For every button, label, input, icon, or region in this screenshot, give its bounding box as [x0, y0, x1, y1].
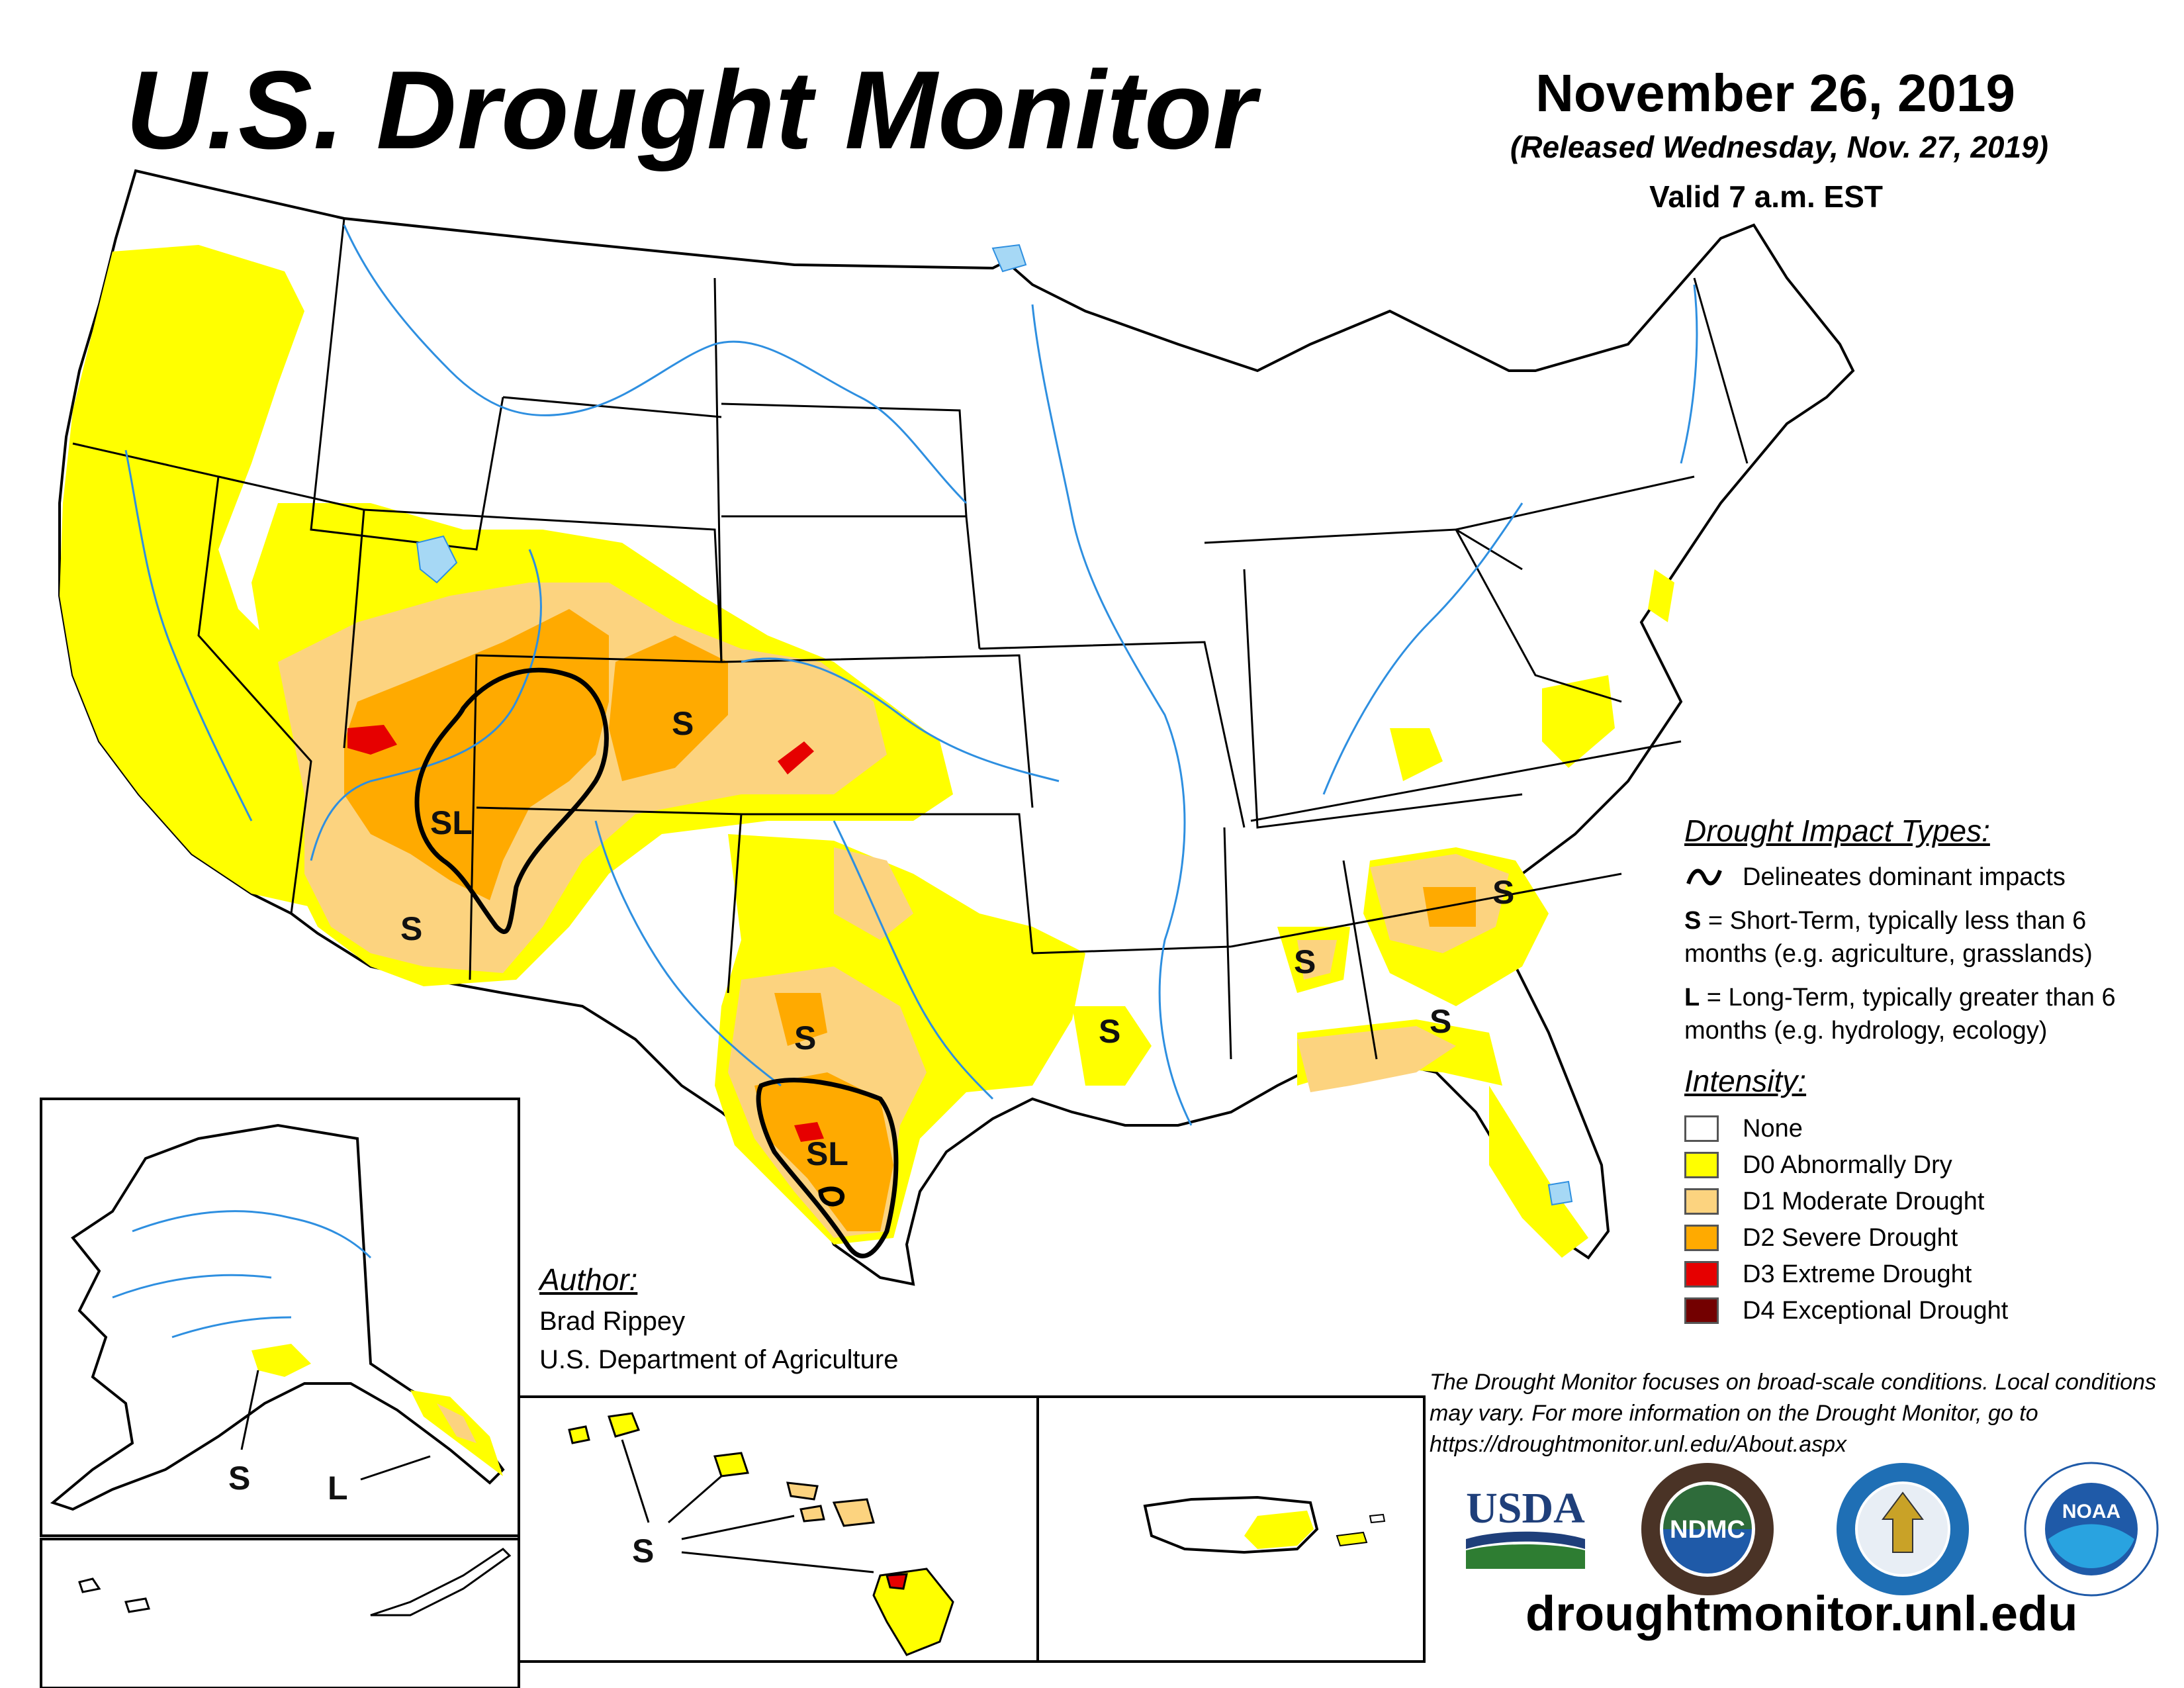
map-label-sl-texas: SL	[806, 1135, 848, 1172]
rivers	[124, 224, 1698, 1126]
intensity-swatch	[1684, 1151, 1719, 1178]
intensity-swatch	[1684, 1188, 1719, 1215]
map-label-sl-southwest: SL	[430, 804, 473, 841]
map-label-s-texas: S	[794, 1019, 816, 1056]
intensity-label: D3 Extreme Drought	[1743, 1260, 1972, 1288]
delineation-label: Delineates dominant impacts	[1743, 863, 2066, 891]
aleutian-islands	[78, 1548, 512, 1617]
author-org: U.S. Department of Agriculture	[539, 1344, 899, 1374]
intensity-swatch	[1684, 1115, 1719, 1142]
release-date: (Released Wednesday, Nov. 27, 2019)	[1510, 130, 2048, 164]
long-term-key: L	[1684, 984, 1700, 1012]
state-boundaries	[72, 218, 1749, 1060]
map-label-s-carolinas: S	[1492, 874, 1514, 911]
map-label-l-alaska: L	[328, 1470, 348, 1507]
intensity-heading: Intensity:	[1684, 1063, 1807, 1098]
hawaii-inset: S	[568, 1412, 954, 1656]
intensity-label: None	[1743, 1114, 1803, 1143]
long-term-text: = Long-Term, typically greater than 6 mo…	[1684, 984, 2116, 1045]
lakes	[416, 244, 1573, 1206]
inset-frames	[40, 1098, 1426, 1688]
intensity-label: D1 Moderate Drought	[1743, 1187, 1985, 1215]
impact-delineation-lines	[414, 667, 899, 1258]
intensity-label: D2 Severe Drought	[1743, 1223, 1958, 1252]
author-block: Author: Brad Rippey U.S. Department of A…	[539, 1258, 898, 1379]
intensity-row: D3 Extreme Drought	[1684, 1256, 2161, 1292]
map-label-s-colorado: S	[672, 705, 694, 742]
usda-logo: USDA	[1459, 1476, 1592, 1575]
intensity-row: D1 Moderate Drought	[1684, 1183, 2161, 1219]
intensity-label: D4 Exceptional Drought	[1743, 1296, 2009, 1325]
intensity-swatch	[1684, 1224, 1719, 1251]
valid-time: Valid 7 a.m. EST	[1649, 179, 1883, 214]
intensity-row: D0 Abnormally Dry	[1684, 1147, 2161, 1183]
commerce-logo	[1833, 1460, 1972, 1599]
short-term-text: = Short-Term, typically less than 6 mont…	[1684, 906, 2093, 968]
svg-text:NDMC: NDMC	[1670, 1516, 1745, 1544]
report-date: November 26, 2019	[1535, 64, 2015, 122]
svg-text:NOAA: NOAA	[2062, 1501, 2120, 1523]
puerto-rico-inset	[1143, 1495, 1386, 1554]
noaa-logo: NOAA	[2022, 1460, 2161, 1599]
svg-text:USDA: USDA	[1466, 1484, 1585, 1532]
long-term-legend: L = Long-Term, typically greater than 6 …	[1684, 981, 2161, 1047]
ndmc-logo: NDMC	[1638, 1460, 1777, 1599]
intensity-row: D4 Exceptional Drought	[1684, 1292, 2161, 1329]
page-title: U.S. Drought Monitor	[126, 48, 1257, 172]
intensity-swatch	[1684, 1260, 1719, 1288]
intensity-row: D2 Severe Drought	[1684, 1219, 2161, 1256]
disclaimer-note: The Drought Monitor focuses on broad-sca…	[1430, 1370, 2157, 1457]
map-label-s-hawaii: S	[632, 1532, 654, 1570]
author-name: Brad Rippey	[539, 1306, 686, 1336]
short-term-key: S	[1684, 906, 1702, 935]
author-heading: Author:	[539, 1262, 638, 1297]
website-url: droughtmonitor.unl.edu	[1525, 1586, 2078, 1641]
map-label-s-alabama: S	[1294, 943, 1316, 980]
map-label-s-georgia: S	[1430, 1003, 1451, 1040]
d2-areas	[344, 609, 1476, 1231]
d3-areas	[347, 725, 824, 1142]
intensity-swatch	[1684, 1297, 1719, 1324]
impact-types-heading: Drought Impact Types:	[1684, 814, 1990, 848]
delineation-line-icon	[1686, 868, 1722, 886]
short-term-legend: S = Short-Term, typically less than 6 mo…	[1684, 904, 2161, 970]
map-label-s-arizona: S	[400, 910, 422, 947]
map-label-s-alaska: S	[228, 1460, 250, 1497]
intensity-row: None	[1684, 1110, 2161, 1147]
intensity-list: None D0 Abnormally Dry D1 Moderate Drought…	[1684, 1110, 2161, 1329]
legend: Drought Impact Types: Delineates dominan…	[1684, 811, 2161, 1329]
intensity-label: D0 Abnormally Dry	[1743, 1150, 1952, 1179]
delineation-legend-row: Delineates dominant impacts	[1684, 861, 2161, 894]
alaska-inset: S L	[50, 1123, 505, 1511]
map-label-s-louisiana: S	[1099, 1013, 1120, 1050]
